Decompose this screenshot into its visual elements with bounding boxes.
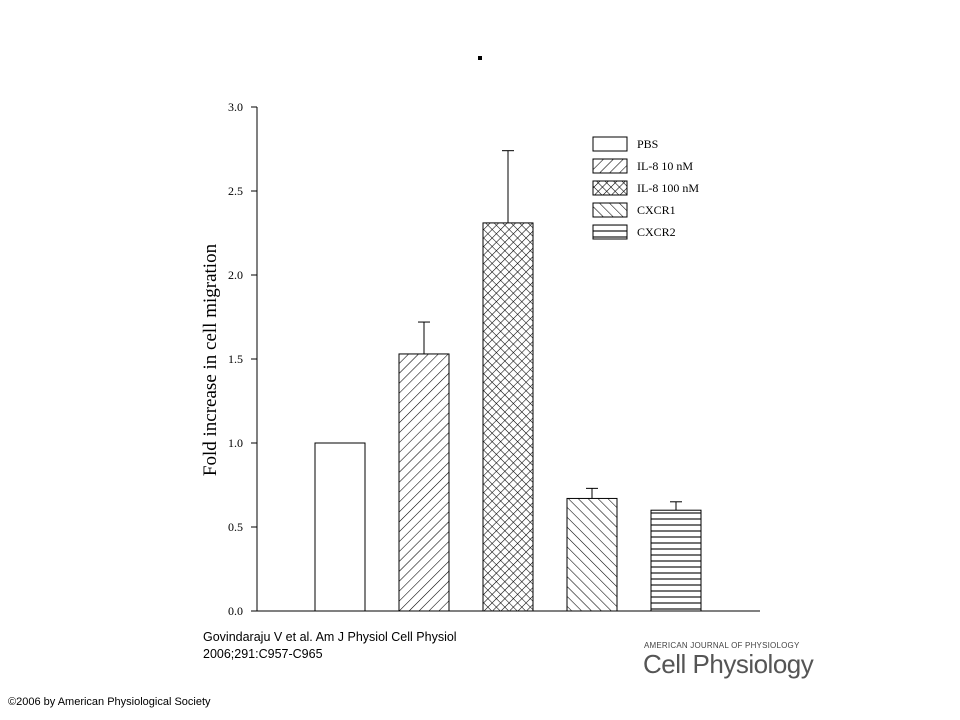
copyright: ©2006 by American Physiological Society xyxy=(8,696,211,708)
logo-big-text: Cell Physiology xyxy=(643,649,814,679)
legend-swatch xyxy=(592,180,628,196)
chart-bars xyxy=(314,150,702,612)
legend-swatch xyxy=(592,136,628,152)
legend-label: CXCR2 xyxy=(637,225,676,239)
y-tick-label: 2.5 xyxy=(228,184,243,198)
y-axis-label: Fold increase in cell migration xyxy=(200,243,221,476)
chart-legend: PBS IL-8 10 nM IL-8 100 nM CXCR1 CXCR2 xyxy=(592,136,699,240)
legend-swatch xyxy=(592,158,628,174)
citation-line-1: Govindaraju V et al. Am J Physiol Cell P… xyxy=(203,630,457,644)
bar-il-8-10-nm xyxy=(398,353,450,612)
bar-cxcr1 xyxy=(566,497,618,612)
bar-il-8-100-nm xyxy=(482,222,534,612)
y-tick-label: 0.0 xyxy=(228,604,243,618)
legend-label: PBS xyxy=(637,137,658,151)
y-tick-label: 1.0 xyxy=(228,436,243,450)
y-tick-label: 1.5 xyxy=(228,352,243,366)
journal-logo: AMERICAN JOURNAL OF PHYSIOLOGY Cell Phys… xyxy=(643,641,814,687)
y-tick-label: 0.5 xyxy=(228,520,243,534)
legend-label: CXCR1 xyxy=(637,203,676,217)
bar-pbs xyxy=(314,442,366,612)
title-mark xyxy=(478,56,482,60)
logo-small-text: AMERICAN JOURNAL OF PHYSIOLOGY xyxy=(644,641,800,650)
citation-line-2: 2006;291:C957-C965 xyxy=(203,647,323,661)
legend-label: IL-8 100 nM xyxy=(637,181,699,195)
legend-swatch xyxy=(592,224,628,240)
legend-swatch xyxy=(592,202,628,218)
bar-cxcr2 xyxy=(650,509,702,612)
legend-label: IL-8 10 nM xyxy=(637,159,693,173)
citation: Govindaraju V et al. Am J Physiol Cell P… xyxy=(203,629,457,663)
y-tick-label: 2.0 xyxy=(228,268,243,282)
y-tick-label: 3.0 xyxy=(228,100,243,114)
